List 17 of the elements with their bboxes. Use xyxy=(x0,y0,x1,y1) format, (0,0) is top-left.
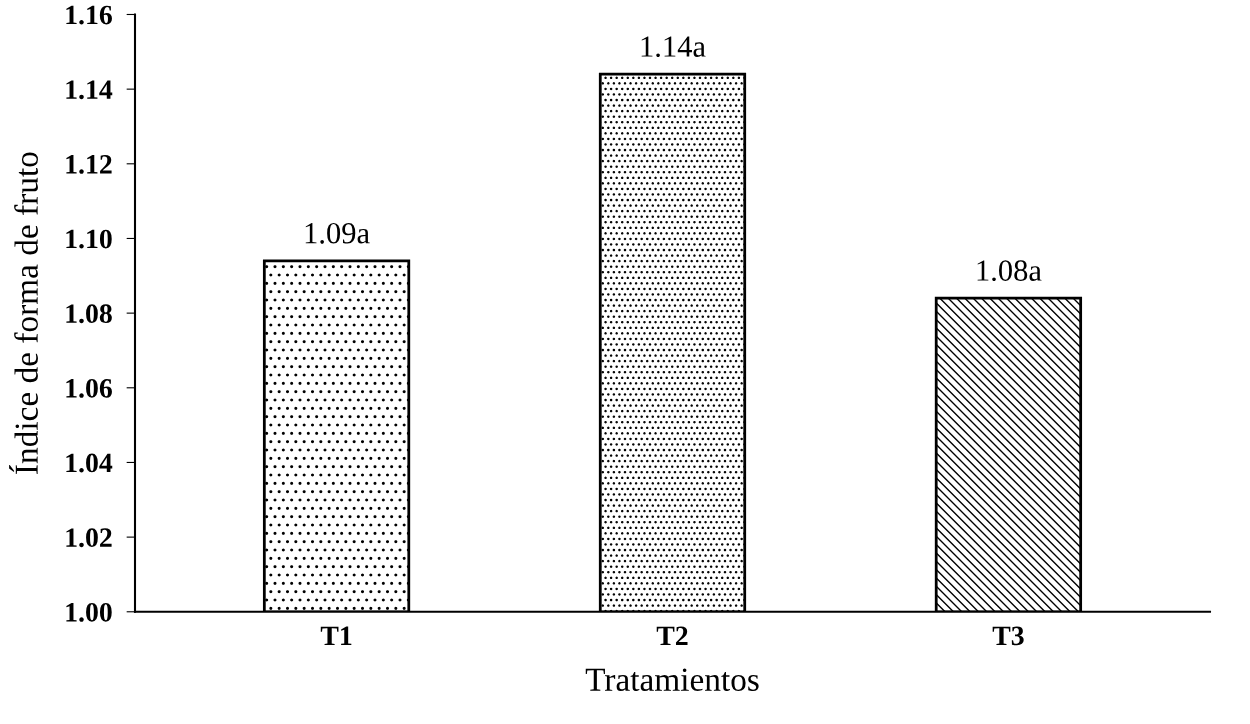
data-label: 1.08a xyxy=(977,260,1042,282)
y-tick-label: 1.16 xyxy=(66,5,112,25)
data-label: 1.14a xyxy=(641,36,706,58)
x-axis-title: Tratamientos xyxy=(585,668,759,691)
y-tick-label: 1.04 xyxy=(66,453,113,473)
y-tick-label: 1.02 xyxy=(66,528,112,548)
y-axis-title: Índice de forma de fruto xyxy=(9,152,38,474)
y-tick-label: 1.12 xyxy=(66,155,112,174)
x-tick-label: T1 xyxy=(320,626,352,645)
y-tick-label: 1.14 xyxy=(66,80,113,100)
y-tick-label: 1.06 xyxy=(66,378,112,398)
y-tick-label: 1.10 xyxy=(66,229,112,249)
data-label: 1.09a xyxy=(305,222,370,244)
y-tick-label: 1.08 xyxy=(66,304,112,324)
x-tick-label: T2 xyxy=(656,626,688,645)
y-tick-label: 1.00 xyxy=(66,602,112,622)
x-tick-label: T3 xyxy=(992,626,1024,646)
